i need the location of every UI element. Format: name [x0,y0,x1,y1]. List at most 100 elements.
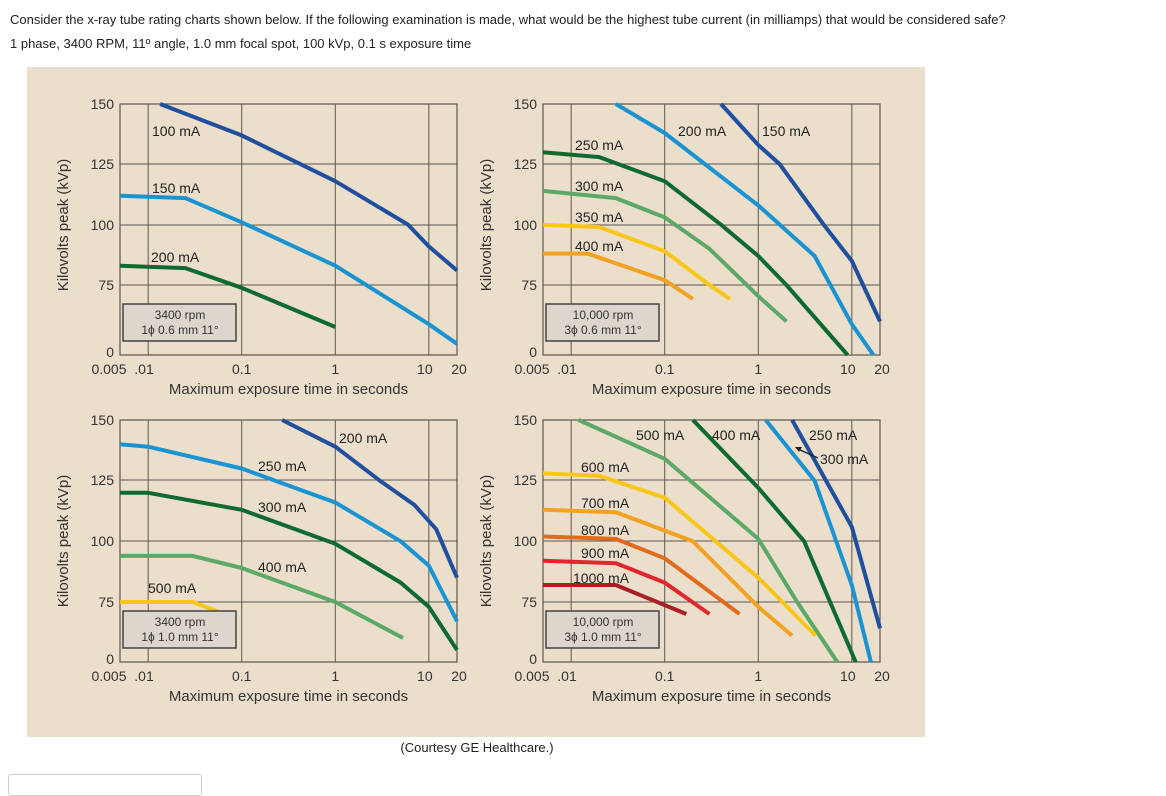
series-label: 250 mA [258,458,307,474]
chart-caption-box [122,610,237,649]
x-tick-label: 0.005 [91,361,126,377]
series-line-300ma [764,418,873,663]
y-tick-label: 150 [514,96,538,112]
chart-caption-box [545,610,660,649]
series-line-250ma [119,442,459,623]
x-tick-label: 0.005 [91,668,126,684]
series-label: 600 mA [581,459,630,475]
series-label: 250 mA [575,137,624,153]
series-line-400ma [543,251,695,301]
series-line-200ma [119,263,337,329]
y-tick-label: 0 [106,344,114,360]
x-tick-label: 10 [840,668,856,684]
x-tick-label: 0.005 [514,668,549,684]
caption-line: 3ϕ 0.6 mm 11° [564,323,642,337]
x-tick-label: 0.1 [655,668,675,684]
y-tick-label: 75 [98,594,114,610]
y-tick-label: 75 [521,594,537,610]
y-tick-label: 0 [529,344,537,360]
x-tick-label: 0.1 [232,668,252,684]
x-axis-title: Maximum exposure time in seconds [592,381,831,398]
x-tick-label: 10 [417,361,433,377]
series-label: 400 mA [712,427,761,443]
series-label: 200 mA [151,249,200,265]
series-label: 200 mA [678,123,727,139]
y-tick-label: 125 [91,472,115,488]
series-label: 500 mA [636,427,685,443]
plot-frame [119,103,458,356]
x-tick-label: 0.1 [232,361,252,377]
y-tick-label: 150 [91,96,115,112]
x-tick-label: 20 [874,361,890,377]
caption-line: 10,000 rpm [573,615,634,629]
series-label: 400 mA [575,238,624,254]
y-tick-label: 125 [91,156,115,172]
series-line-900ma [542,558,711,616]
y-axis-title: Kilovolts peak (kVp) [55,159,72,292]
y-tick-label: 100 [514,217,538,233]
series-line-500ma [120,600,225,616]
series-line-400ma [691,418,858,663]
image-credit: (Courtesy GE Healthcare.) [400,740,554,755]
x-tick-label: 20 [451,361,467,377]
series-line-400ma [120,553,404,640]
x-tick-label: .01 [557,361,577,377]
series-label: 900 mA [581,545,630,561]
y-tick-label: 150 [514,412,538,428]
series-line-300ma [120,490,459,652]
series-label: 500 mA [148,580,197,596]
y-axis-title: Kilovolts peak (kVp) [55,475,72,608]
series-line-500ma [577,418,839,664]
series-line-250ma [542,150,850,357]
question-text: Consider the x-ray tube rating charts sh… [10,12,1006,27]
series-label: 200 mA [339,430,388,446]
series-line-100ma [159,102,459,273]
series-line-600ma [542,471,818,638]
series-line-800ma [542,534,741,616]
series-label: 400 mA [258,559,307,575]
caption-line: 3ϕ 1.0 mm 11° [564,630,642,644]
y-tick-label: 0 [106,651,114,667]
y-tick-label: 75 [521,277,537,293]
caption-line: 1ϕ 0.6 mm 11° [141,323,219,337]
rating-chart-4: 150 125 100 75 00.005 .01 0.1 1 10 20 Maximum expo… [478,412,890,705]
series-line-150ma [119,193,459,346]
series-label: 700 mA [581,495,630,511]
x-axis-title: Maximum exposure time in seconds [169,381,408,398]
series-line-700ma [542,507,794,638]
series-label: 300 mA [575,178,624,194]
rating-chart-2: 150 125 100 75 00.005 .01 0.1 1 10 20 Maximum expo… [478,96,890,398]
series-label: 150 mA [762,123,811,139]
caption-line: 3400 rpm [155,615,206,629]
y-tick-label: 100 [514,533,538,549]
y-tick-label: 125 [514,472,538,488]
x-tick-label: 10 [417,668,433,684]
rating-chart-1: 150 125 100 75 00.005 .01 0.1 1 10 20 Maximum expo… [55,96,467,398]
x-tick-label: 20 [451,668,467,684]
arrow-head-icon [795,447,802,452]
series-line-150ma [719,102,882,323]
answer-input[interactable] [8,774,202,796]
caption-line: 3400 rpm [155,308,206,322]
x-tick-label: 0.1 [655,361,675,377]
x-axis-title: Maximum exposure time in seconds [592,688,831,705]
series-label: 350 mA [575,209,624,225]
y-tick-label: 75 [98,277,114,293]
label-pointer-arrow [797,448,819,459]
series-label: 300 mA [820,451,869,467]
series-line-300ma [542,188,788,323]
y-tick-label: 150 [91,412,115,428]
series-line-200ma [614,102,876,357]
x-axis-title: Maximum exposure time in seconds [169,688,408,705]
series-label: 250 mA [809,427,858,443]
rating-chart-3: 150 125 100 75 00.005 .01 0.1 1 10 20 Maximum expo… [55,412,467,705]
caption-line: 10,000 rpm [573,308,634,322]
plot-frame [542,103,881,356]
series-label: 800 mA [581,522,630,538]
series-line-350ma [542,222,732,301]
chart-caption-box [122,303,237,342]
y-tick-label: 100 [91,217,115,233]
y-tick-label: 100 [91,533,115,549]
x-tick-label: 20 [874,668,890,684]
